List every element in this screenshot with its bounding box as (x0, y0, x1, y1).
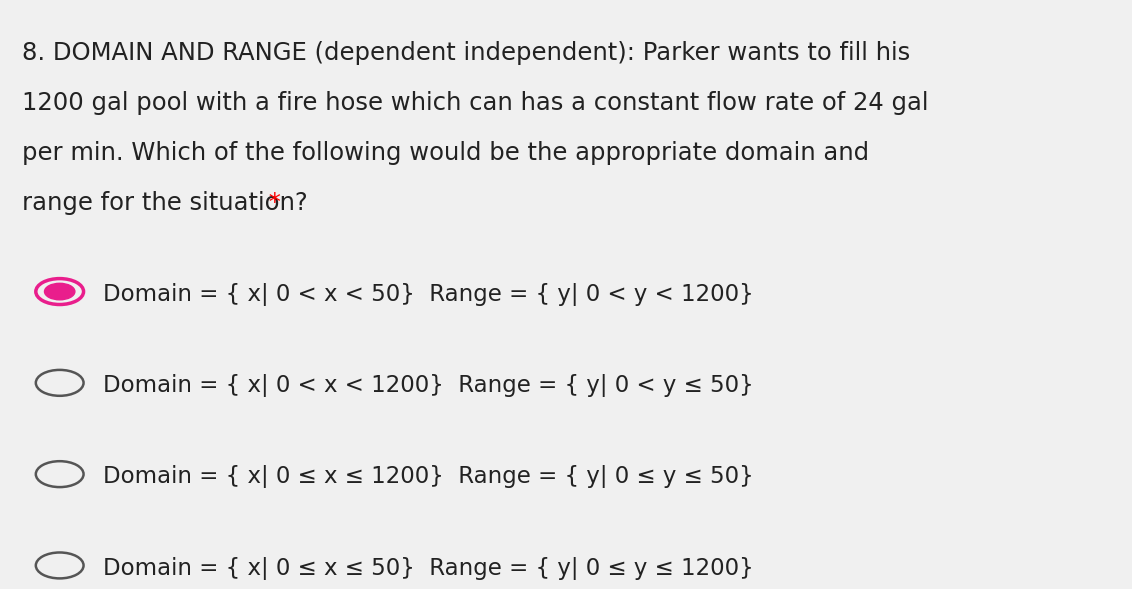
Text: range for the situation?: range for the situation? (22, 191, 308, 216)
Text: *: * (261, 191, 281, 216)
Text: Domain = { x| 0 < x < 50}  Range = { y| 0 < y < 1200}: Domain = { x| 0 < x < 50} Range = { y| 0… (103, 283, 754, 306)
Text: 1200 gal pool with a fire hose which can has a constant flow rate of 24 gal: 1200 gal pool with a fire hose which can… (22, 91, 928, 115)
Text: Domain = { x| 0 < x < 1200}  Range = { y| 0 < y ≤ 50}: Domain = { x| 0 < x < 1200} Range = { y|… (103, 374, 754, 397)
Text: per min. Which of the following would be the appropriate domain and: per min. Which of the following would be… (22, 141, 869, 166)
Circle shape (44, 283, 75, 300)
Text: 8. DOMAIN AND RANGE (dependent independent): Parker wants to fill his: 8. DOMAIN AND RANGE (dependent independe… (22, 41, 910, 65)
Text: Domain = { x| 0 ≤ x ≤ 50}  Range = { y| 0 ≤ y ≤ 1200}: Domain = { x| 0 ≤ x ≤ 50} Range = { y| 0… (103, 557, 754, 580)
Text: Domain = { x| 0 ≤ x ≤ 1200}  Range = { y| 0 ≤ y ≤ 50}: Domain = { x| 0 ≤ x ≤ 1200} Range = { y|… (103, 465, 754, 488)
